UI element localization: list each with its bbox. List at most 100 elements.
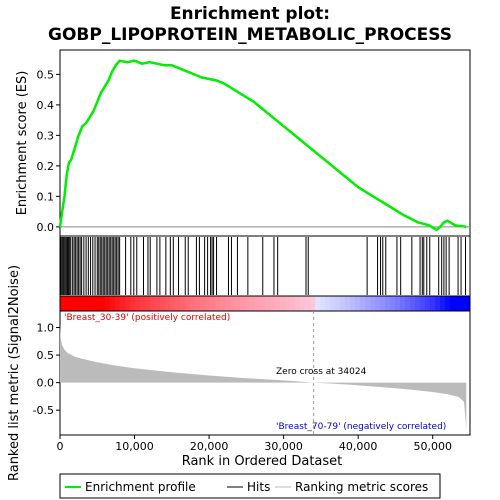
heatmap-cell <box>430 296 436 311</box>
es-line-group <box>58 59 467 232</box>
heatmap-cell <box>310 296 316 311</box>
heatmap-cell <box>265 296 271 311</box>
heatmap-cell <box>65 296 71 311</box>
heatmap-cell <box>125 296 131 311</box>
heatmap-cell <box>75 296 81 311</box>
metric-x-tick-label: 40,000 <box>339 440 378 453</box>
heatmap-cell <box>395 296 401 311</box>
metric-x-tick-label: 0 <box>57 440 64 453</box>
metric-y-ticks: -0.5 0.0 0.5 1.0 <box>33 322 60 417</box>
metric-x-tick-label: 10,000 <box>115 440 154 453</box>
es-y-tick-label: 0.5 <box>37 68 55 81</box>
heatmap-cell <box>255 296 261 311</box>
heatmap-cell <box>405 296 411 311</box>
es-panel-frame <box>59 49 471 237</box>
heatmap-cell <box>170 296 176 311</box>
heatmap-cell <box>400 296 406 311</box>
es-y-tick-label: 0.0 <box>37 221 55 234</box>
heatmap-cell <box>100 296 106 311</box>
heatmap-cell <box>390 296 396 311</box>
heatmap-cell <box>410 296 416 311</box>
legend-label-enrichment: Enrichment profile <box>85 480 196 494</box>
heatmap-cell <box>330 296 336 311</box>
heatmap-cell <box>455 296 461 311</box>
metric-area <box>60 324 467 430</box>
heatmap-cell <box>350 296 356 311</box>
heatmap-cell <box>320 296 326 311</box>
metric-x-tick-label: 20,000 <box>190 440 229 453</box>
heatmap-cell <box>420 296 426 311</box>
metric-y-axis-label: Ranked list metric (Signal2Noise) <box>7 265 22 481</box>
heatmap-cell <box>245 296 251 311</box>
chart-title-line2: GOBP_LIPOPROTEIN_METABOLIC_PROCESS <box>48 25 452 45</box>
es-y-tick-label: 0.1 <box>37 190 55 203</box>
heatmap-cell <box>275 296 281 311</box>
heatmap-cell <box>60 296 66 311</box>
heatmap-cell <box>230 296 236 311</box>
heatmap-cell <box>345 296 351 311</box>
heatmap-cell <box>305 296 311 311</box>
heatmap-cell <box>145 296 151 311</box>
heatmap-cell <box>250 296 256 311</box>
heatmap-cell <box>200 296 206 311</box>
heatmap-cell <box>195 296 201 311</box>
es-profile-line <box>58 59 467 232</box>
es-y-tick-label: 0.3 <box>37 129 55 142</box>
legend-frame <box>59 473 441 499</box>
heatmap-cell <box>210 296 216 311</box>
heatmap-cell <box>225 296 231 311</box>
hits-panel-frame <box>59 235 471 297</box>
heatmap-cell <box>70 296 76 311</box>
heatmap-cell <box>110 296 116 311</box>
heatmap-cell <box>180 296 186 311</box>
heatmap-cell <box>240 296 246 311</box>
legend-label-hits: Hits <box>247 480 270 494</box>
heatmap-cell <box>300 296 306 311</box>
heatmap-cell <box>360 296 366 311</box>
heatmap-cell <box>295 296 301 311</box>
heatmap-cell <box>340 296 346 311</box>
heatmap-cell <box>165 296 171 311</box>
heatmap-cell <box>80 296 86 311</box>
heatmap-cell <box>85 296 91 311</box>
heatmap-cell <box>335 296 341 311</box>
metric-x-tick-label: 30,000 <box>264 440 303 453</box>
heatmap-cell <box>205 296 211 311</box>
heatmap-cell <box>260 296 266 311</box>
heatmap-cell <box>155 296 161 311</box>
heatmap-cell <box>465 296 471 311</box>
heatmap-cell <box>280 296 286 311</box>
heatmap-cell <box>435 296 441 311</box>
metric-y-tick-label: 0.0 <box>37 377 55 390</box>
es-y-ticks: 0.0 0.1 0.2 0.3 0.4 0.5 <box>37 68 60 234</box>
heatmap-cell <box>120 296 126 311</box>
heatmap-cell <box>325 296 331 311</box>
heatmap-cell <box>440 296 446 311</box>
heatmap-cell <box>140 296 146 311</box>
heatmap-cell <box>235 296 241 311</box>
heatmap-cell <box>130 296 136 311</box>
metric-x-ticks: 0 10,000 20,000 30,000 40,000 50,000 <box>57 435 452 453</box>
es-y-tick-label: 0.2 <box>37 160 55 173</box>
heatmap-cell <box>425 296 431 311</box>
heatmap-cell <box>285 296 291 311</box>
legend: Enrichment profile Hits Ranking metric s… <box>59 473 441 499</box>
heatmap-cell <box>445 296 451 311</box>
metric-y-tick-label: -0.5 <box>33 404 54 417</box>
legend-label-metric: Ranking metric scores <box>295 480 428 494</box>
heatmap-cell <box>270 296 276 311</box>
heatmap-cell <box>150 296 156 311</box>
heatmap-cell <box>370 296 376 311</box>
heatmap-cell <box>380 296 386 311</box>
heatmap-cell <box>135 296 141 311</box>
heatmap-cell <box>460 296 466 311</box>
metric-x-tick-label: 50,000 <box>413 440 452 453</box>
heatmap-cell <box>450 296 456 311</box>
heatmap-cell <box>115 296 121 311</box>
heatmap-cell <box>220 296 226 311</box>
heatmap-cell <box>355 296 361 311</box>
es-y-axis-label: Enrichment score (ES) <box>15 71 30 216</box>
heatmap-cell <box>415 296 421 311</box>
chart-title-line1: Enrichment plot: <box>170 4 330 24</box>
